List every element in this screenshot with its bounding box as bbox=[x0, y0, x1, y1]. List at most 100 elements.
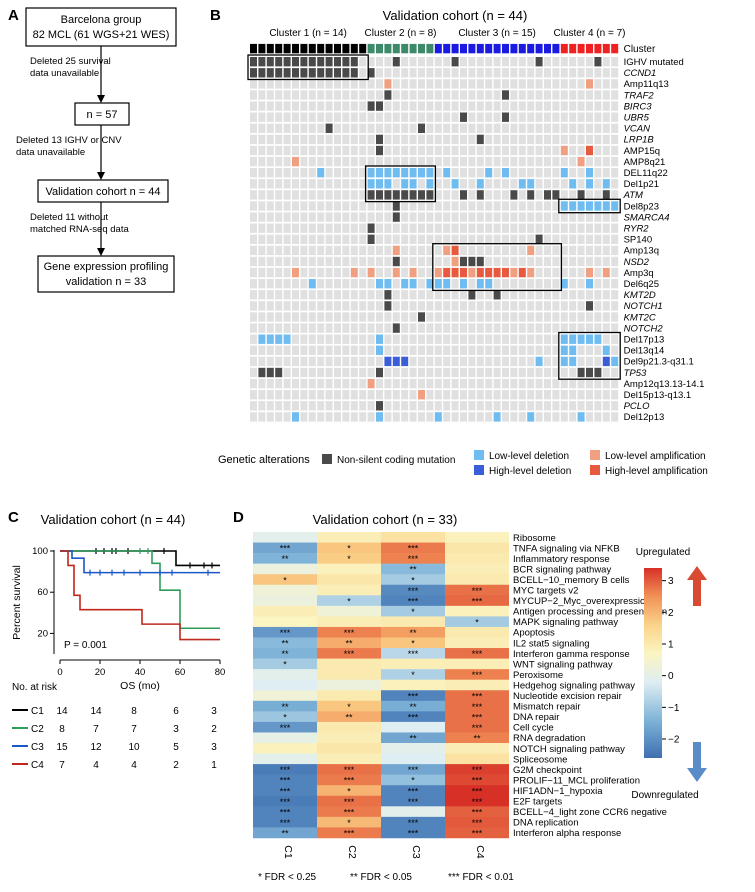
empty-cell bbox=[434, 101, 442, 111]
empty-cell bbox=[569, 301, 577, 311]
empty-cell bbox=[476, 301, 484, 311]
empty-cell bbox=[426, 101, 434, 111]
alteration-cell bbox=[569, 356, 577, 367]
cluster-cell bbox=[359, 43, 367, 54]
empty-cell bbox=[409, 212, 417, 222]
alteration-cell bbox=[518, 267, 526, 278]
empty-cell bbox=[325, 267, 333, 278]
empty-cell bbox=[535, 245, 543, 256]
empty-cell bbox=[359, 234, 367, 244]
pathway-label: Interferon gamma response bbox=[513, 649, 630, 660]
empty-cell bbox=[275, 323, 283, 333]
heatmap-cell bbox=[253, 679, 317, 691]
empty-cell bbox=[544, 301, 551, 311]
alteration-cell bbox=[266, 57, 274, 67]
pathway-label: DNA repair bbox=[513, 712, 559, 723]
empty-cell bbox=[544, 356, 551, 367]
empty-cell bbox=[502, 134, 509, 145]
heatmap-cell bbox=[253, 785, 317, 797]
empty-cell bbox=[334, 290, 341, 300]
empty-cell bbox=[342, 212, 350, 222]
empty-cell bbox=[569, 234, 577, 244]
oncoprint-title: Validation cohort (n = 44) bbox=[383, 8, 528, 23]
empty-cell bbox=[308, 90, 316, 100]
alteration-cell bbox=[367, 234, 375, 244]
significance-mark: *** bbox=[344, 807, 355, 817]
empty-cell bbox=[250, 312, 257, 322]
empty-cell bbox=[342, 101, 350, 111]
empty-cell bbox=[594, 356, 602, 367]
empty-cell bbox=[485, 212, 493, 222]
empty-cell bbox=[266, 301, 274, 311]
empty-cell bbox=[493, 168, 501, 178]
heatmap-cell bbox=[317, 753, 381, 765]
empty-cell bbox=[359, 345, 367, 355]
empty-cell bbox=[266, 401, 274, 411]
alteration-cell bbox=[586, 179, 593, 189]
heatmap-cell bbox=[381, 648, 445, 659]
empty-cell bbox=[426, 312, 434, 322]
oncoprint-row-label: IGHV mutated bbox=[624, 57, 684, 68]
empty-cell bbox=[300, 279, 308, 289]
empty-cell bbox=[544, 112, 551, 122]
empty-cell bbox=[367, 212, 375, 222]
empty-cell bbox=[560, 57, 568, 67]
empty-cell bbox=[283, 234, 291, 244]
oncoprint-row-label: Amp11q13 bbox=[624, 79, 669, 90]
empty-cell bbox=[602, 301, 610, 311]
empty-cell bbox=[409, 345, 417, 355]
empty-cell bbox=[308, 190, 316, 200]
empty-cell bbox=[359, 212, 367, 222]
empty-cell bbox=[552, 201, 560, 211]
pathway-label: Hedgehog signaling pathway bbox=[513, 680, 635, 691]
heatmap-cell bbox=[445, 658, 509, 670]
empty-cell bbox=[602, 312, 610, 322]
cluster-cell bbox=[493, 43, 501, 54]
significance-mark: *** bbox=[472, 776, 483, 786]
empty-cell bbox=[502, 345, 509, 355]
heatmap-cell bbox=[317, 669, 381, 680]
risk-count: 3 bbox=[211, 742, 217, 753]
empty-cell bbox=[518, 168, 526, 178]
km-y-tick-label: 60 bbox=[37, 587, 48, 598]
heatmap-cell bbox=[253, 669, 317, 680]
heatmap-cell bbox=[381, 563, 445, 575]
heatmap-cell bbox=[445, 806, 509, 818]
empty-cell bbox=[493, 334, 501, 344]
alteration-cell bbox=[560, 334, 568, 344]
empty-cell bbox=[283, 312, 291, 322]
empty-cell bbox=[300, 212, 308, 222]
empty-cell bbox=[518, 57, 526, 67]
empty-cell bbox=[308, 101, 316, 111]
empty-cell bbox=[401, 256, 409, 267]
empty-cell bbox=[518, 412, 526, 422]
empty-cell bbox=[560, 212, 568, 222]
alteration-cell bbox=[376, 401, 383, 411]
cluster-cell bbox=[434, 43, 442, 54]
empty-cell bbox=[300, 201, 308, 211]
empty-cell bbox=[426, 345, 434, 355]
empty-cell bbox=[334, 401, 341, 411]
empty-cell bbox=[250, 90, 257, 100]
significance-mark: *** bbox=[344, 797, 355, 807]
empty-cell bbox=[518, 79, 526, 89]
empty-cell bbox=[426, 145, 434, 156]
empty-cell bbox=[611, 345, 619, 355]
heatmap-cell bbox=[253, 637, 317, 649]
empty-cell bbox=[317, 290, 325, 300]
colorbar-gradient bbox=[644, 568, 662, 758]
empty-cell bbox=[308, 223, 316, 233]
empty-cell bbox=[275, 123, 283, 133]
empty-cell bbox=[275, 256, 283, 267]
empty-cell bbox=[258, 79, 266, 89]
empty-cell bbox=[409, 390, 417, 400]
empty-cell bbox=[418, 90, 425, 100]
empty-cell bbox=[602, 134, 610, 145]
empty-cell bbox=[493, 90, 501, 100]
heatmap-cell bbox=[381, 637, 445, 649]
alteration-cell bbox=[258, 334, 266, 344]
empty-cell bbox=[342, 334, 350, 344]
risk-group-label: C1 bbox=[31, 706, 44, 717]
empty-cell bbox=[434, 79, 442, 89]
heatmap-cell bbox=[445, 816, 509, 828]
